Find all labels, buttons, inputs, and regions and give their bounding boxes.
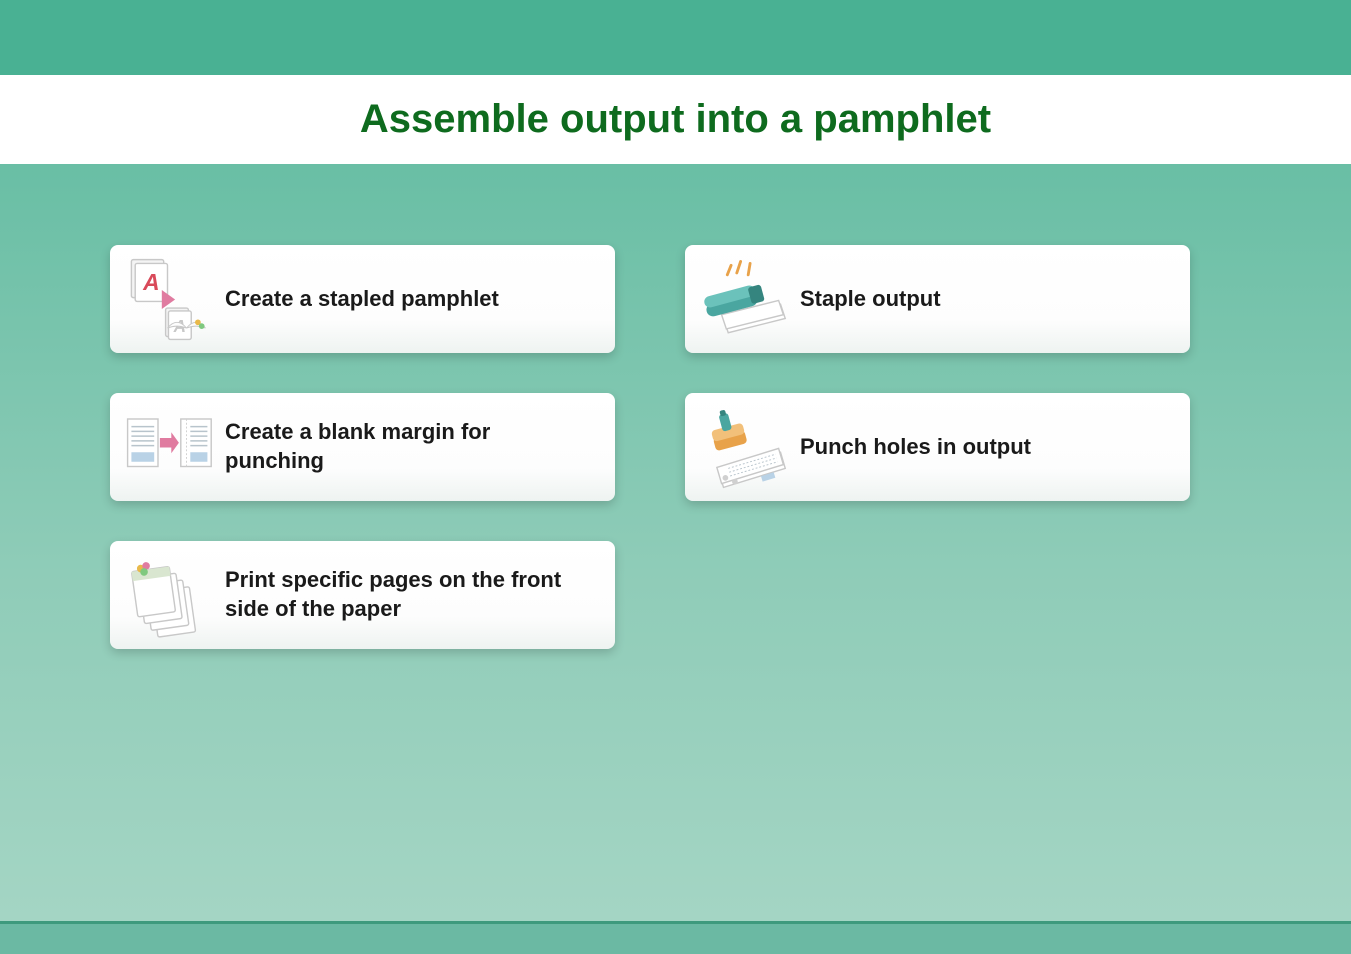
card-punch-holes[interactable]: Punch holes in output — [685, 393, 1190, 501]
bottom-bar — [0, 921, 1351, 954]
card-specific-pages[interactable]: 2 1 Print specific pages o — [110, 541, 615, 649]
card-label: Staple output — [800, 285, 961, 314]
card-label: Punch holes in output — [800, 433, 1051, 462]
card-label: Create a stapled pamphlet — [225, 285, 519, 314]
margin-icon — [110, 393, 225, 501]
page-root: Assemble output into a pamphlet A — [0, 0, 1351, 954]
pamphlet-icon: A A — [110, 245, 225, 353]
stapler-icon — [685, 245, 800, 353]
punch-icon — [685, 393, 800, 501]
card-staple-output[interactable]: Staple output — [685, 245, 1190, 353]
card-stapled-pamphlet[interactable]: A A — [110, 245, 615, 353]
pages-icon: 2 1 — [110, 541, 225, 649]
card-row-3: 2 1 Print specific pages o — [110, 541, 1241, 649]
card-row-1: A A — [110, 245, 1241, 353]
top-color-band — [0, 0, 1351, 75]
cards-area: A A — [110, 245, 1241, 689]
card-blank-margin[interactable]: Create a blank margin for punching — [110, 393, 615, 501]
svg-text:A: A — [142, 269, 159, 295]
page-title: Assemble output into a pamphlet — [0, 97, 1351, 142]
card-row-2: Create a blank margin for punching — [110, 393, 1241, 501]
title-band: Assemble output into a pamphlet — [0, 75, 1351, 164]
card-label: Create a blank margin for punching — [225, 418, 615, 475]
card-label: Print specific pages on the front side o… — [225, 566, 615, 623]
